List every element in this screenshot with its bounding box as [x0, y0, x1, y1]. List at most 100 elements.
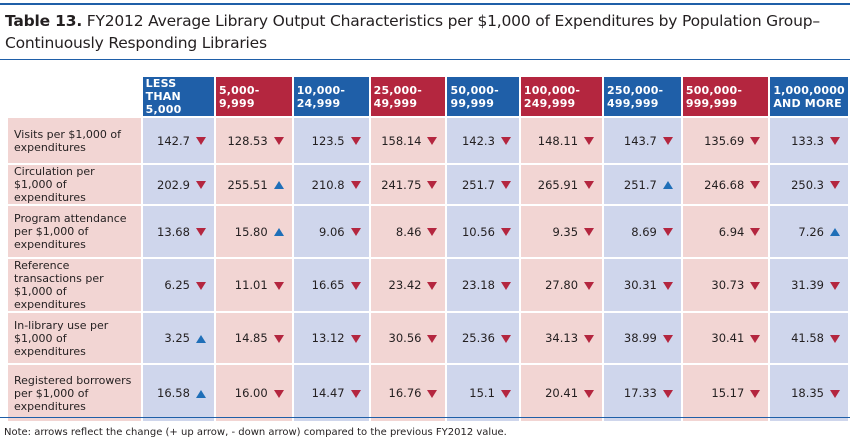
- column-header-line1: 500,000-: [685, 83, 743, 97]
- cell-value: 142.3: [461, 133, 495, 148]
- column-header-line2: AND MORE: [773, 96, 842, 110]
- cell-value: 13.68: [157, 224, 190, 239]
- column-header: 100,000- 249,999: [520, 77, 603, 116]
- cell-value: 16.00: [234, 386, 268, 400]
- value-cell: 16.76: [370, 365, 446, 421]
- value-cell: 9.35: [520, 206, 603, 257]
- down-arrow-icon: [830, 181, 840, 189]
- column-header-line1: 10,000-: [296, 83, 346, 97]
- down-arrow-icon: [750, 281, 761, 290]
- down-arrow-icon: [584, 137, 595, 145]
- cell-value: 241.75: [381, 177, 422, 192]
- value-cell: 31.39: [770, 259, 848, 311]
- value-cell: 265.91: [520, 165, 603, 204]
- table-row: Registered borrowers per $1,000 of expen…: [8, 365, 848, 421]
- value-cell: 41.58: [770, 313, 848, 363]
- value-cell: 34.13: [520, 313, 603, 363]
- cell-value: 246.68: [704, 177, 745, 192]
- cell-value: 16.58: [157, 386, 190, 400]
- cell-value: 30.73: [711, 278, 745, 292]
- value-cell: 18.35: [770, 365, 848, 421]
- down-arrow-icon: [584, 334, 595, 343]
- column-header-line1: LESS THAN: [145, 77, 181, 103]
- cell-value: 8.46: [395, 224, 422, 239]
- down-arrow-icon: [427, 137, 438, 145]
- cell-value: 27.80: [545, 278, 579, 292]
- value-cell: 30.73: [682, 259, 769, 311]
- table-title-text: FY2012 Average Library Output Characteri…: [5, 12, 820, 52]
- cell-value: 13.12: [311, 331, 345, 345]
- cell-value: 30.41: [711, 331, 745, 345]
- cell-value: 17.33: [623, 386, 657, 400]
- value-cell: 241.75: [370, 165, 446, 204]
- down-arrow-icon: [427, 334, 438, 343]
- value-cell: 16.65: [293, 259, 369, 311]
- value-cell: 11.01: [215, 259, 292, 311]
- down-arrow-icon: [584, 181, 595, 189]
- column-header-line2: 249,999: [523, 96, 576, 110]
- cell-value: 210.8: [311, 177, 345, 192]
- value-cell: 7.26: [770, 206, 848, 257]
- cell-value: 6.94: [718, 224, 745, 239]
- value-cell: 158.14: [370, 118, 446, 163]
- value-cell: 30.56: [370, 313, 446, 363]
- top-rule: [0, 3, 850, 5]
- cell-value: 255.51: [227, 177, 268, 192]
- value-cell: 13.12: [293, 313, 369, 363]
- down-arrow-icon: [273, 334, 284, 343]
- column-header: 1,000,0000 AND MORE: [770, 77, 848, 116]
- value-cell: 128.53: [215, 118, 292, 163]
- down-arrow-icon: [427, 281, 438, 290]
- cell-value: 20.41: [545, 386, 579, 400]
- value-cell: 30.41: [682, 313, 769, 363]
- down-arrow-icon: [750, 137, 761, 145]
- cell-value: 133.3: [791, 133, 824, 148]
- table-row: Program attendance per $1,000 of expendi…: [8, 206, 848, 257]
- table-row: Reference transactions per $1,000 of exp…: [8, 259, 848, 311]
- down-arrow-icon: [584, 228, 595, 236]
- cell-value: 202.9: [157, 177, 190, 192]
- cell-value: 9.35: [552, 224, 579, 239]
- value-cell: 8.46: [370, 206, 446, 257]
- cell-value: 8.69: [631, 224, 657, 239]
- column-header-line1: 1,000,0000: [773, 83, 845, 97]
- column-header: 500,000- 999,999: [682, 77, 769, 116]
- value-cell: 142.7: [142, 118, 214, 163]
- down-arrow-icon: [273, 389, 284, 398]
- table-row: Visits per $1,000 of expenditures 142.7 12…: [8, 118, 848, 163]
- value-cell: 14.47: [293, 365, 369, 421]
- up-arrow-icon: [195, 389, 206, 398]
- value-cell: 16.00: [215, 365, 292, 421]
- value-cell: 251.7: [604, 165, 681, 204]
- table-row: In-library use per $1,000 of expenditure…: [8, 313, 848, 363]
- cell-value: 31.39: [791, 278, 824, 292]
- value-cell: 23.18: [447, 259, 519, 311]
- value-cell: 246.68: [682, 165, 769, 204]
- value-cell: 6.25: [142, 259, 214, 311]
- value-cell: 17.33: [604, 365, 681, 421]
- cell-value: 15.1: [469, 386, 495, 400]
- down-arrow-icon: [750, 389, 761, 398]
- header-corner: [8, 77, 141, 116]
- value-cell: 250.3: [770, 165, 848, 204]
- cell-value: 135.69: [704, 133, 745, 148]
- cell-value: 128.53: [227, 133, 268, 148]
- value-cell: 202.9: [142, 165, 214, 204]
- column-header: LESS THAN 5,000: [142, 77, 214, 116]
- column-header-line1: 250,000-: [607, 83, 664, 97]
- down-arrow-icon: [350, 181, 361, 189]
- down-arrow-icon: [830, 137, 840, 145]
- up-arrow-icon: [662, 181, 673, 189]
- cell-value: 123.5: [311, 133, 345, 148]
- row-label: Visits per $1,000 of expenditures: [8, 118, 141, 163]
- cell-value: 3.25: [164, 331, 190, 345]
- cell-value: 9.06: [318, 224, 345, 239]
- cell-value: 265.91: [537, 177, 579, 192]
- value-cell: 135.69: [682, 118, 769, 163]
- cell-value: 16.65: [311, 278, 345, 292]
- down-arrow-icon: [500, 137, 511, 145]
- cell-value: 15.80: [234, 224, 268, 239]
- value-cell: 10.56: [447, 206, 519, 257]
- value-cell: 25.36: [447, 313, 519, 363]
- down-arrow-icon: [662, 281, 673, 290]
